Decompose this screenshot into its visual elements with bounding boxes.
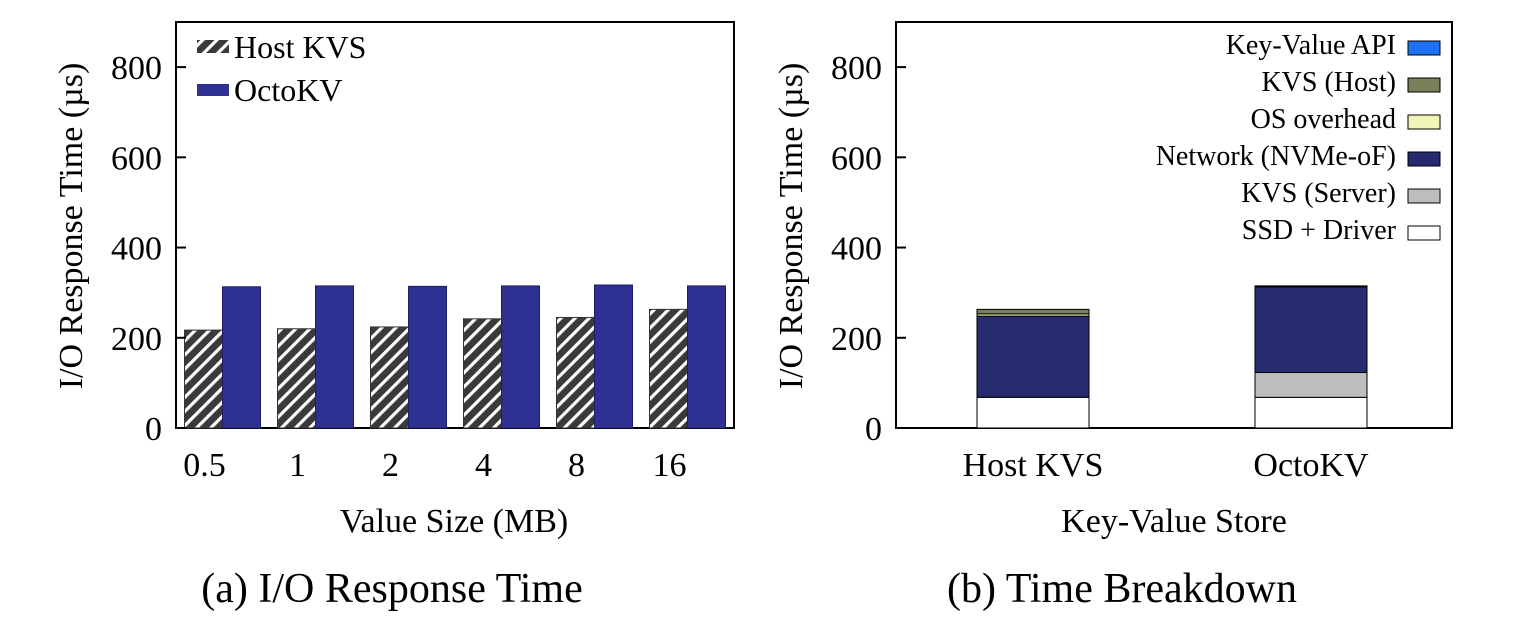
chart-b-ytick-600: 600 [831, 140, 882, 177]
legend-label-host-kvs: Host KVS [234, 29, 366, 65]
chart-b-xticks: Host KVS OctoKV [963, 447, 1369, 484]
chart-b-xlabel: Key-Value Store [1061, 503, 1287, 540]
chart-b-ytick-800: 800 [831, 50, 882, 87]
bar-host-kvs-8 [556, 316, 595, 429]
chart-a-plot-frame [175, 21, 735, 429]
legend-label-ssd-driver: SSD + Driver [1242, 215, 1397, 246]
legend-label-kvs-server: KVS (Server) [1241, 178, 1396, 209]
chart-a-xlabel: Value Size (MB) [340, 503, 569, 540]
bar-octokv-0-5 [222, 286, 261, 429]
chart-a-ytick-800: 800 [111, 50, 162, 87]
chart-a-ytick-400: 400 [111, 231, 162, 268]
bar-host-kvs-1 [277, 328, 316, 429]
chart-a-ytick-600: 600 [111, 140, 162, 177]
bar-octokv-8 [594, 284, 633, 429]
chart-b: 0 200 400 600 800 Host KVS OctoKV Key-Value A… [773, 21, 1453, 612]
chart-b-plot-frame [895, 21, 1453, 429]
legend-swatch-kvs-server [1407, 188, 1441, 204]
chart-b-ytick-400: 400 [831, 231, 882, 268]
chart-a-xtick-16: 16 [653, 447, 687, 484]
chart-a-xtick-8: 8 [568, 447, 585, 484]
chart-b-ylabel: I/O Response Time (µs) [773, 63, 810, 390]
segment-key-value-api-octokv [1254, 285, 1368, 288]
legend-label-octokv: OctoKV [234, 72, 342, 108]
bar-host-kvs-16 [649, 308, 688, 429]
chart-b-legend: Key-Value API KVS (Host) OS overhead Networ… [1156, 30, 1441, 246]
chart-a-xtick-4: 4 [475, 447, 492, 484]
chart-b-xtick-octokv: OctoKV [1253, 447, 1369, 484]
segment-ssd-driver-octokv [1254, 396, 1368, 429]
chart-b-xtick-host-kvs: Host KVS [963, 447, 1104, 484]
legend-swatch-ssd-driver [1407, 225, 1441, 241]
chart-a-ylabel: I/O Response Time (µs) [53, 63, 90, 390]
segment-kvs-server-octokv [1254, 372, 1368, 398]
segment-network-nvme-of-host-kvs [976, 315, 1090, 398]
legend-swatch-os-overhead [1407, 114, 1441, 130]
chart-a-ytick-200: 200 [111, 321, 162, 358]
legend-swatch-key-value-api [1407, 40, 1441, 56]
legend-label-kvs-host: KVS (Host) [1261, 67, 1396, 98]
chart-a-xticks: 0.5 1 2 4 8 16 [183, 447, 686, 484]
legend-swatch-host-kvs [197, 40, 229, 53]
chart-a: 0 200 400 600 800 0.5 1 2 4 8 16 I/O Response Tim… [53, 21, 735, 612]
bar-octokv-1 [315, 285, 354, 429]
legend-label-key-value-api: Key-Value API [1226, 30, 1396, 61]
chart-b-yticks: 0 200 400 600 800 [831, 50, 906, 448]
bar-octokv-16 [687, 285, 726, 429]
chart-a-xtick-2: 2 [382, 447, 399, 484]
chart-b-caption: (b) Time Breakdown [947, 566, 1297, 612]
chart-b-bars [976, 285, 1368, 429]
segment-ssd-driver-host-kvs [976, 396, 1090, 429]
bar-octokv-2 [408, 285, 447, 429]
chart-a-bars [184, 284, 726, 429]
legend-swatch-network-nvme-of [1407, 151, 1441, 167]
chart-a-caption: (a) I/O Response Time [201, 566, 583, 612]
chart-a-legend: Host KVS OctoKV [197, 29, 366, 108]
bar-host-kvs-0-5 [184, 329, 223, 429]
legend-swatch-kvs-host [1407, 77, 1441, 93]
bar-host-kvs-2 [370, 326, 409, 429]
legend-label-network-nvme-of: Network (NVMe-oF) [1156, 141, 1396, 172]
legend-label-os-overhead: OS overhead [1251, 104, 1396, 135]
chart-b-ytick-200: 200 [831, 321, 882, 358]
segment-kvs-host-host-kvs [976, 308, 1090, 315]
chart-a-yticks: 0 200 400 600 800 [111, 50, 186, 448]
bar-octokv-4 [501, 285, 540, 429]
segment-network-nvme-of-octokv [1254, 286, 1368, 374]
chart-a-xtick-1: 1 [289, 447, 306, 484]
chart-a-xtick-0-5: 0.5 [183, 447, 226, 484]
chart-b-ytick-0: 0 [865, 411, 882, 448]
legend-swatch-octokv [197, 84, 229, 96]
chart-a-ytick-0: 0 [145, 411, 162, 448]
bar-host-kvs-4 [463, 318, 502, 429]
